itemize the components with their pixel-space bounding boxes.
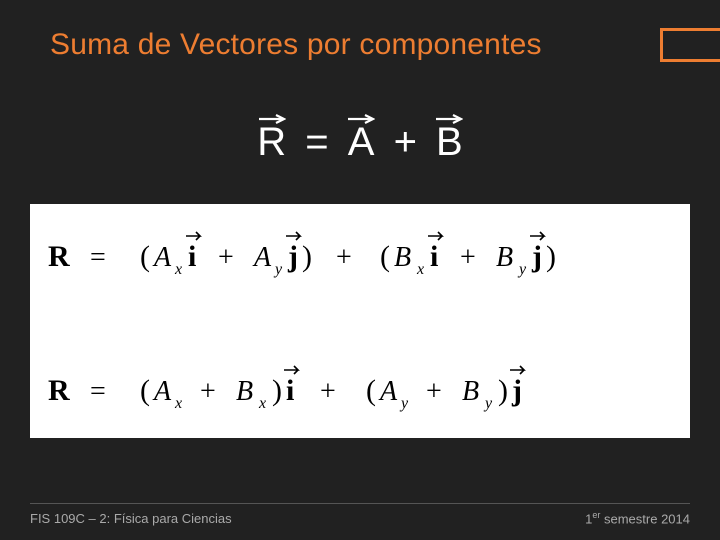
svg-text:): ) [302,240,312,273]
svg-text:x: x [174,261,182,278]
svg-text:y: y [399,395,409,412]
arrow-icon [435,114,463,124]
vector-sum-equation: R = A + B [0,120,720,165]
accent-block [660,28,720,62]
svg-text:y: y [483,395,493,412]
svg-text:+: + [320,376,336,407]
footer-right: 1er semestre 2014 [585,510,690,526]
svg-text:(: ( [380,240,390,273]
svg-text:+: + [218,242,234,273]
svg-text:B: B [496,242,513,273]
plus-sign: + [394,120,417,164]
vector-A: A [348,120,375,165]
svg-text:(: ( [140,240,150,273]
vector-B-label: B [436,120,463,164]
equals-sign: = [305,120,328,164]
svg-text:=: = [90,242,106,273]
svg-text:x: x [416,261,424,278]
svg-text:B: B [394,242,411,273]
formula-1-svg: R = ( A x i + A y j ) + ( B x i [48,226,672,282]
svg-text:i: i [188,240,196,273]
arrow-icon [258,114,286,124]
svg-text:(: ( [140,374,150,407]
svg-text:i: i [430,240,438,273]
vector-B: B [436,120,463,165]
vector-R-label: R [257,120,286,164]
slide-title: Suma de Vectores por componentes [50,28,542,62]
svg-text:(: ( [366,374,376,407]
svg-text:): ) [272,374,282,407]
formula-box: R = ( A x i + A y j ) + ( B x i [30,204,690,438]
svg-text:): ) [546,240,556,273]
svg-text:+: + [460,242,476,273]
svg-text:R: R [48,374,70,407]
svg-text:i: i [286,374,294,407]
svg-text:A: A [152,242,172,273]
vector-A-label: A [348,120,375,164]
svg-text:): ) [498,374,508,407]
svg-text:A: A [152,376,172,407]
svg-text:+: + [200,376,216,407]
formula-row-2: R = ( A x + B x ) i + ( A y + B y ) j [48,360,672,416]
svg-text:+: + [336,242,352,273]
svg-text:j: j [287,240,298,273]
svg-text:x: x [174,395,182,412]
svg-text:B: B [462,376,479,407]
svg-text:B: B [236,376,253,407]
svg-text:y: y [273,261,283,278]
footer-left: FIS 109C – 2: Física para Ciencias [30,511,232,526]
formula-2-svg: R = ( A x + B x ) i + ( A y + B y ) j [48,360,672,416]
svg-text:A: A [378,376,398,407]
footer-right-suffix: semestre 2014 [600,511,690,526]
svg-text:R: R [48,240,70,273]
svg-text:j: j [511,374,522,407]
footer-rule [30,503,690,504]
formula-row-1: R = ( A x i + A y j ) + ( B x i [48,226,672,282]
arrow-icon [347,114,375,124]
svg-text:j: j [531,240,542,273]
svg-text:=: = [90,376,106,407]
svg-text:A: A [252,242,272,273]
svg-text:x: x [258,395,266,412]
vector-R: R [257,120,286,165]
svg-text:y: y [517,261,527,278]
svg-text:+: + [426,376,442,407]
